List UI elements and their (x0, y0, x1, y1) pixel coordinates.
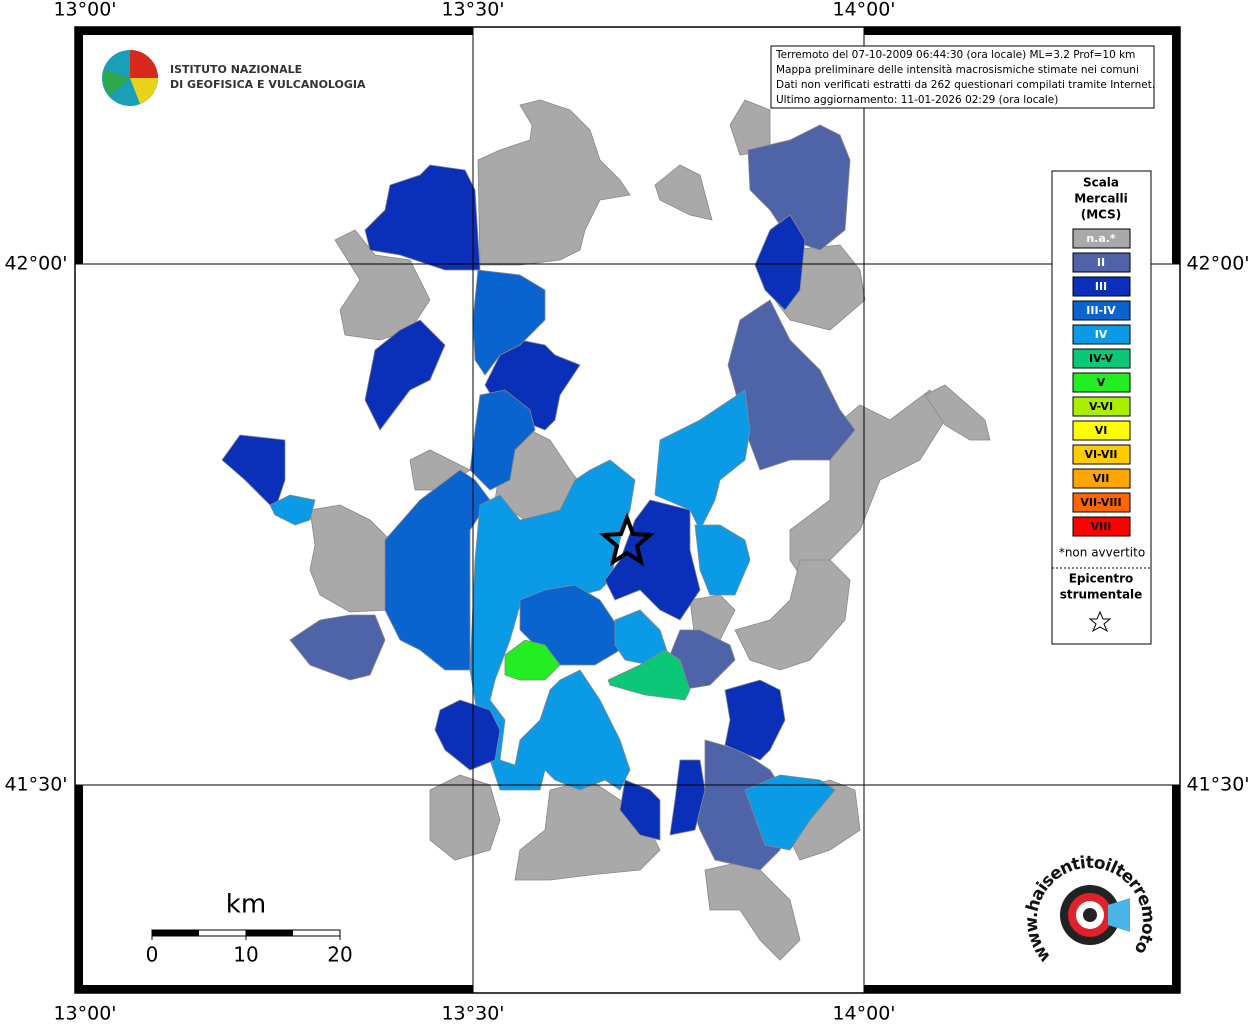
legend-swatch (1072, 252, 1131, 273)
municipality (469, 459, 636, 791)
legend-title: Mercalli (1074, 192, 1128, 206)
municipality (607, 649, 691, 701)
legend-label: II (1097, 256, 1105, 269)
lon-label: 14°00' (832, 1003, 895, 1025)
lat-label: 41°30' (4, 774, 67, 796)
info-line: Mappa preliminare delle intensità macros… (776, 64, 1139, 76)
legend-title: (MCS) (1081, 208, 1122, 222)
municipality (429, 774, 501, 861)
legend-swatch (1072, 300, 1131, 321)
lon-label: 14°00' (832, 0, 895, 21)
municipality (729, 99, 771, 156)
municipality (747, 124, 851, 251)
legend-label: III-IV (1086, 304, 1116, 317)
municipality (619, 779, 661, 841)
municipality (364, 319, 446, 431)
municipality (289, 614, 386, 681)
info-line: Dati non verificati estratti da 262 ques… (776, 79, 1155, 91)
legend: Scala Mercalli (MCS) *non avvertito Epic… (1051, 170, 1152, 645)
municipality (477, 99, 631, 266)
legend-swatch (1072, 348, 1131, 369)
municipality (754, 214, 806, 311)
legend-swatch (1072, 492, 1131, 513)
municipality (744, 774, 836, 851)
municipality (924, 384, 991, 441)
lon-label: 13°30' (441, 0, 504, 21)
scale-label: 0 (146, 943, 159, 967)
legend-swatch (1072, 444, 1131, 465)
logo-text: ISTITUTO NAZIONALE (170, 63, 302, 76)
scale-bar: km 0 10 20 (146, 890, 353, 967)
legend-swatch (1072, 516, 1131, 537)
regions (221, 99, 991, 961)
municipality (694, 524, 751, 596)
legend-swatch (1072, 372, 1131, 393)
legend-label: IV-V (1089, 352, 1114, 365)
graticule (75, 27, 1180, 993)
frame (74, 26, 1181, 994)
legend-label: VI-VII (1084, 448, 1117, 461)
lon-label: 13°00' (53, 0, 116, 21)
legend-label: n.a.* (1086, 232, 1116, 245)
info-line: Terremoto del 07-10-2009 06:44:30 (ora l… (775, 49, 1135, 61)
legend-label: VI (1095, 424, 1108, 437)
lon-label: 13°00' (53, 1003, 116, 1025)
legend-label: V (1097, 376, 1106, 389)
legend-title: Scala (1083, 176, 1119, 190)
municipality (364, 164, 481, 271)
scale-label: 10 (233, 943, 258, 967)
info-box: Terremoto del 07-10-2009 06:44:30 (ora l… (770, 45, 1155, 109)
legend-swatch (1072, 468, 1131, 489)
municipality (727, 299, 856, 471)
municipality (654, 389, 751, 531)
municipality (221, 434, 286, 511)
municipality (504, 639, 561, 681)
legend-swatch (1072, 276, 1131, 297)
municipality (734, 559, 851, 671)
municipality (724, 679, 786, 761)
lat-label: 42°00' (1186, 253, 1249, 275)
legend-label: III (1095, 280, 1107, 293)
legend-swatch (1072, 396, 1131, 417)
legend-note: *non avvertito (1059, 546, 1145, 560)
legend-swatch (1072, 324, 1131, 345)
scale-unit: km (226, 890, 266, 920)
municipality (384, 469, 491, 671)
lon-label: 13°30' (441, 1003, 504, 1025)
municipality (604, 499, 701, 621)
legend-swatch (1072, 420, 1131, 441)
ingv-logo: ISTITUTO NAZIONALE DI GEOFISICA E VULCAN… (102, 50, 366, 106)
legend-label: VIII (1091, 520, 1112, 533)
lat-label: 41°30' (1186, 774, 1249, 796)
legend-label: IV (1095, 328, 1108, 341)
epicenter (598, 512, 656, 567)
legend-swatch (1072, 228, 1131, 249)
municipality (654, 164, 713, 221)
municipality (269, 494, 316, 526)
municipality (472, 269, 546, 376)
legend-label: VII-VIII (1080, 496, 1121, 509)
scale-label: 20 (327, 943, 352, 967)
info-line: Ultimo aggiornamento: 11-01-2026 02:29 (… (776, 94, 1058, 106)
legend-label: VII (1093, 472, 1110, 485)
legend-epicenter: Epicentro (1069, 572, 1134, 586)
legend-epicenter: strumentale (1060, 588, 1143, 602)
logo-text: DI GEOFISICA E VULCANOLOGIA (170, 78, 366, 91)
municipality (434, 699, 501, 771)
municipality (789, 389, 946, 591)
legend-label: V-VI (1089, 400, 1113, 413)
municipality (669, 759, 706, 836)
lat-label: 42°00' (4, 253, 67, 275)
